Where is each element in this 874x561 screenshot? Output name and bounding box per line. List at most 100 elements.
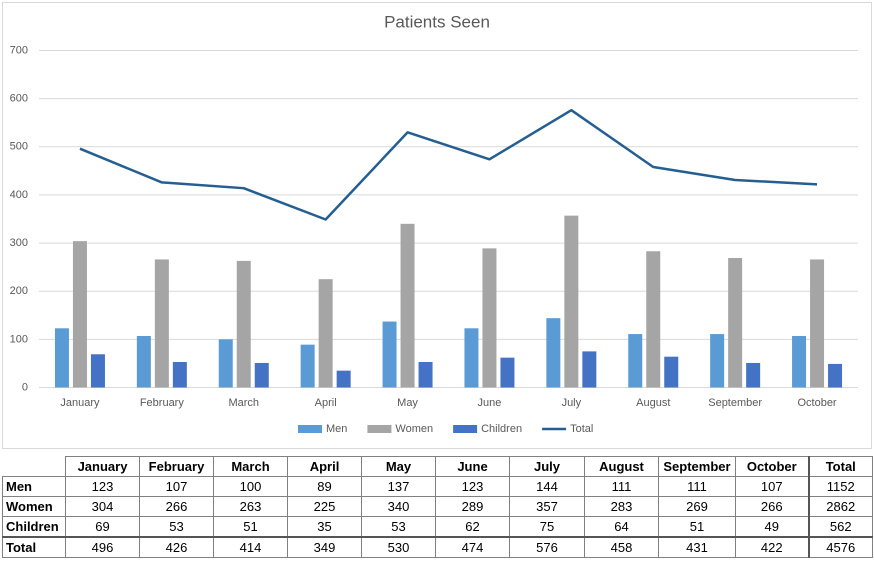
cell: 283 — [584, 496, 659, 517]
x-tick-label: September — [708, 397, 762, 409]
legend-swatch — [367, 425, 392, 433]
cell: 4576 — [807, 536, 873, 558]
cell: 426 — [139, 536, 214, 558]
cell: 289 — [435, 496, 510, 517]
column-header: Total — [807, 456, 873, 477]
x-tick-label: October — [797, 397, 836, 409]
cell: 123 — [65, 476, 140, 497]
bar — [54, 328, 69, 388]
column-header: April — [287, 456, 362, 477]
bar — [482, 248, 497, 388]
cell: 53 — [361, 516, 436, 538]
bar — [464, 328, 479, 388]
cell: 1152 — [807, 476, 873, 497]
cell: 266 — [139, 496, 214, 517]
row-header: Women — [2, 496, 66, 517]
cell: 414 — [213, 536, 288, 558]
bar — [728, 257, 743, 388]
cell: 49 — [735, 516, 809, 538]
bar — [628, 334, 643, 388]
cell: 458 — [584, 536, 659, 558]
cell: 530 — [361, 536, 436, 558]
bar — [646, 251, 661, 388]
x-tick-label: January — [60, 397, 100, 409]
cell: 225 — [287, 496, 362, 517]
y-tick-label: 400 — [10, 189, 28, 201]
y-tick-label: 0 — [22, 381, 28, 393]
cell: 496 — [65, 536, 140, 558]
cell: 51 — [213, 516, 288, 538]
y-tick-label: 700 — [10, 44, 28, 56]
x-tick-label: August — [636, 397, 670, 409]
y-tick-label: 100 — [10, 333, 28, 345]
bar — [90, 354, 105, 388]
bar — [710, 334, 725, 388]
bar — [72, 241, 87, 388]
bar — [318, 279, 333, 388]
cell: 357 — [509, 496, 585, 517]
line — [79, 108, 818, 221]
bar — [500, 357, 515, 388]
cell: 123 — [435, 476, 510, 497]
x-tick-label: February — [140, 397, 185, 409]
data-table: January February March April May June July Augu… — [2, 456, 873, 558]
column-header: July — [509, 456, 585, 477]
legend-label: Men — [326, 423, 347, 435]
bar — [810, 259, 825, 388]
bar — [546, 318, 561, 388]
cell: 62 — [435, 516, 510, 538]
cell: 304 — [65, 496, 140, 517]
table-row: Children 69 53 51 35 53 62 75 64 51 49 562 — [2, 516, 873, 538]
x-tick-label: May — [397, 397, 418, 409]
bar — [136, 335, 151, 388]
cell: 107 — [139, 476, 214, 497]
column-header: June — [435, 456, 510, 477]
cell: 576 — [509, 536, 585, 558]
bar — [418, 361, 433, 388]
bar — [828, 363, 843, 388]
cell: 349 — [287, 536, 362, 558]
cell: 111 — [584, 476, 659, 497]
bar — [154, 259, 169, 388]
cell: 35 — [287, 516, 362, 538]
column-header: January — [65, 456, 140, 477]
cell: 51 — [658, 516, 736, 538]
cell: 340 — [361, 496, 436, 517]
bar — [582, 351, 597, 388]
cell: 263 — [213, 496, 288, 517]
x-tick-label: July — [562, 397, 582, 409]
bar — [236, 260, 251, 388]
column-header: May — [361, 456, 436, 477]
x-tick-label: April — [315, 397, 337, 409]
cell: 53 — [139, 516, 214, 538]
cell: 75 — [509, 516, 585, 538]
table-row: Women 304 266 263 225 340 289 357 283 269 266 2862 — [2, 496, 873, 517]
chart-title: Patients Seen — [384, 12, 490, 31]
x-tick-label: June — [478, 397, 502, 409]
legend-swatch — [298, 425, 322, 433]
cell: 431 — [658, 536, 736, 558]
cell: 137 — [361, 476, 436, 497]
cell: 266 — [735, 496, 809, 517]
cell: 144 — [509, 476, 585, 497]
bar — [254, 362, 269, 388]
legend-label: Children — [481, 423, 522, 435]
bar — [300, 344, 315, 388]
cell: 107 — [735, 476, 809, 497]
legend-label: Total — [570, 423, 593, 435]
cell: 64 — [584, 516, 659, 538]
y-tick-label: 500 — [10, 141, 28, 153]
cell: 562 — [807, 516, 873, 538]
cell: 69 — [65, 516, 140, 538]
legend-swatch — [453, 425, 478, 433]
cell: 474 — [435, 536, 510, 558]
y-tick-label: 200 — [10, 285, 28, 297]
cell: 100 — [213, 476, 288, 497]
bar — [792, 335, 807, 388]
chart: Patients Seen 0 100 200 300 400 500 600 700 Janu… — [2, 2, 872, 449]
bar — [664, 356, 679, 388]
blank-cell — [2, 456, 66, 477]
y-tick-label: 600 — [10, 93, 28, 105]
table-row: Total 496 426 414 349 530 474 576 458 431 422 4576 — [2, 536, 873, 558]
